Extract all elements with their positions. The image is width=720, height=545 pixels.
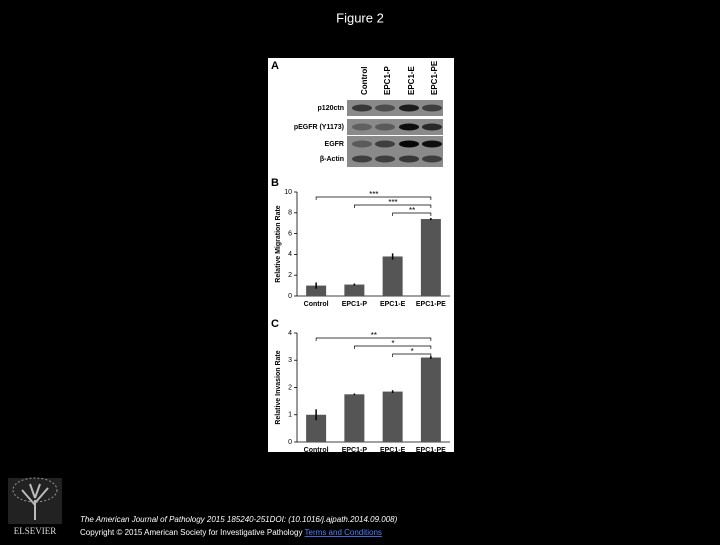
bar [344,394,365,442]
blot-band [422,104,442,112]
significance-bracket [315,196,432,200]
y-tick-label: 3 [288,357,292,364]
panel-label: C [271,318,279,330]
publisher: ELSEVIER [14,526,57,536]
y-tick-label: 4 [288,330,292,337]
blot-band [375,155,395,163]
blot-band [352,104,372,112]
significance-bracket [392,212,432,216]
x-tick-label: EPC1-E [380,447,406,454]
y-axis-label: Relative Migration Rate [275,205,282,283]
blot-band [375,104,395,112]
y-tick-label: 8 [288,210,292,217]
bar [382,391,403,442]
y-tick-label: 2 [288,384,292,391]
row-label: EGFR [325,141,344,148]
row-label: pEGFR (Y1173) [294,124,344,131]
row-label: p120ctn [318,105,344,112]
blot-band [352,140,372,148]
panel-label: B [271,177,279,189]
copyright: Copyright © 2015 American Society for In… [80,528,382,537]
significance-label: * [410,347,414,356]
x-tick-label: Control [304,447,329,454]
x-tick-label: EPC1-PE [416,301,446,308]
blot-band [375,140,395,148]
x-tick-label: EPC1-E [380,301,406,308]
bar [306,285,327,296]
significance-bracket [392,353,432,357]
lane-label: Control [360,67,369,95]
blot-strip [347,100,443,116]
significance-label: ** [409,206,416,215]
significance-bracket [354,345,432,349]
lane-label: EPC1-P [383,65,392,95]
y-tick-label: 0 [288,439,292,446]
x-tick-label: EPC1-P [342,447,368,454]
bar [306,414,327,442]
bar [420,219,441,296]
y-tick-label: 1 [288,412,292,419]
x-tick-label: EPC1-P [342,301,368,308]
y-tick-label: 2 [288,272,292,279]
y-tick-label: 0 [288,293,292,300]
blot-band [399,123,419,131]
significance-label: * [391,339,395,348]
y-tick-label: 10 [284,189,292,196]
significance-label: *** [369,190,379,199]
lane-label: EPC1-PE [430,60,439,95]
blot-band [422,123,442,131]
panel-label: A [271,60,279,72]
blot-band [399,140,419,148]
y-tick-label: 4 [288,251,292,258]
blot-band [375,123,395,131]
x-tick-label: Control [304,301,329,308]
row-label: β-Actin [320,156,344,163]
blot-band [352,123,372,131]
blot-strip [347,119,443,135]
significance-bracket [354,204,432,208]
bar [344,284,365,296]
slide-title: Figure 2 [336,10,384,25]
citation: The American Journal of Pathology 2015 1… [80,515,398,524]
y-axis-label: Relative Invasion Rate [275,350,282,424]
significance-label: *** [388,198,398,207]
bar [382,256,403,296]
x-tick-label: EPC1-PE [416,447,446,454]
y-tick-label: 6 [288,230,292,237]
blot-band [352,155,372,163]
significance-label: ** [370,331,377,340]
blot-band [399,155,419,163]
blot-band [422,155,442,163]
elsevier-logo: ELSEVIER [8,477,62,536]
copyright-text: Copyright © 2015 American Society for In… [80,528,302,537]
blot-band [399,104,419,112]
significance-bracket [315,337,432,341]
terms-link[interactable]: Terms and Conditions [305,528,382,537]
lane-label: EPC1-E [407,65,416,95]
blot-band [422,140,442,148]
bar [420,357,441,442]
